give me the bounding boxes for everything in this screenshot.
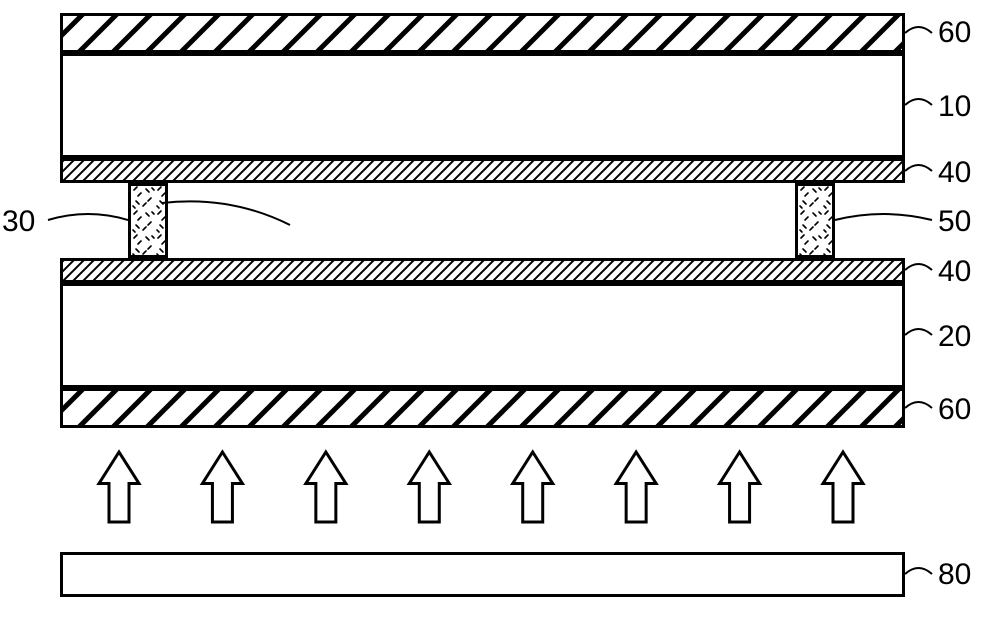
label-40-bottom: 40	[938, 257, 971, 287]
label-30: 30	[2, 207, 35, 237]
leader-lines	[0, 0, 1000, 630]
label-10: 10	[938, 92, 971, 122]
label-50: 50	[938, 207, 971, 237]
diagram-stage: 60 10 40 50 40 20 60 80 30	[0, 0, 1000, 630]
label-40-top: 40	[938, 158, 971, 188]
label-60-bottom: 60	[938, 395, 971, 425]
label-80: 80	[938, 560, 971, 590]
label-20: 20	[938, 322, 971, 352]
label-60-top: 60	[938, 18, 971, 48]
